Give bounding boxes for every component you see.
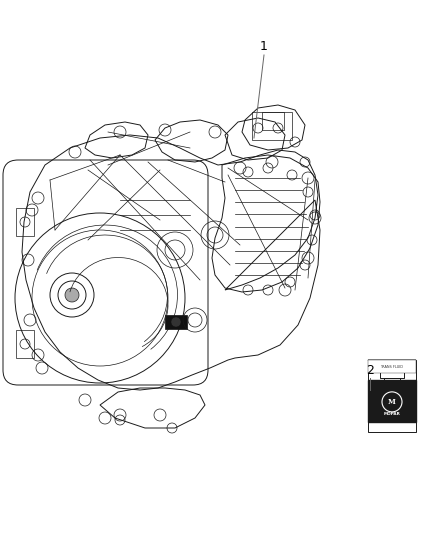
- Bar: [368, 360, 416, 432]
- Text: 1: 1: [260, 41, 268, 53]
- Circle shape: [65, 288, 79, 302]
- Bar: [262, 112, 284, 130]
- Circle shape: [171, 317, 181, 327]
- Bar: [16, 330, 34, 358]
- Bar: [384, 378, 400, 390]
- Text: M: M: [388, 398, 396, 406]
- Text: MOPAR: MOPAR: [384, 413, 400, 416]
- Bar: [380, 368, 404, 378]
- Circle shape: [382, 392, 402, 412]
- Bar: [252, 112, 292, 140]
- Bar: [165, 315, 187, 329]
- Bar: [16, 208, 34, 236]
- Text: TRANS FLUID: TRANS FLUID: [381, 365, 403, 369]
- Bar: [368, 380, 416, 422]
- Bar: [368, 360, 416, 373]
- Text: 2: 2: [366, 364, 374, 376]
